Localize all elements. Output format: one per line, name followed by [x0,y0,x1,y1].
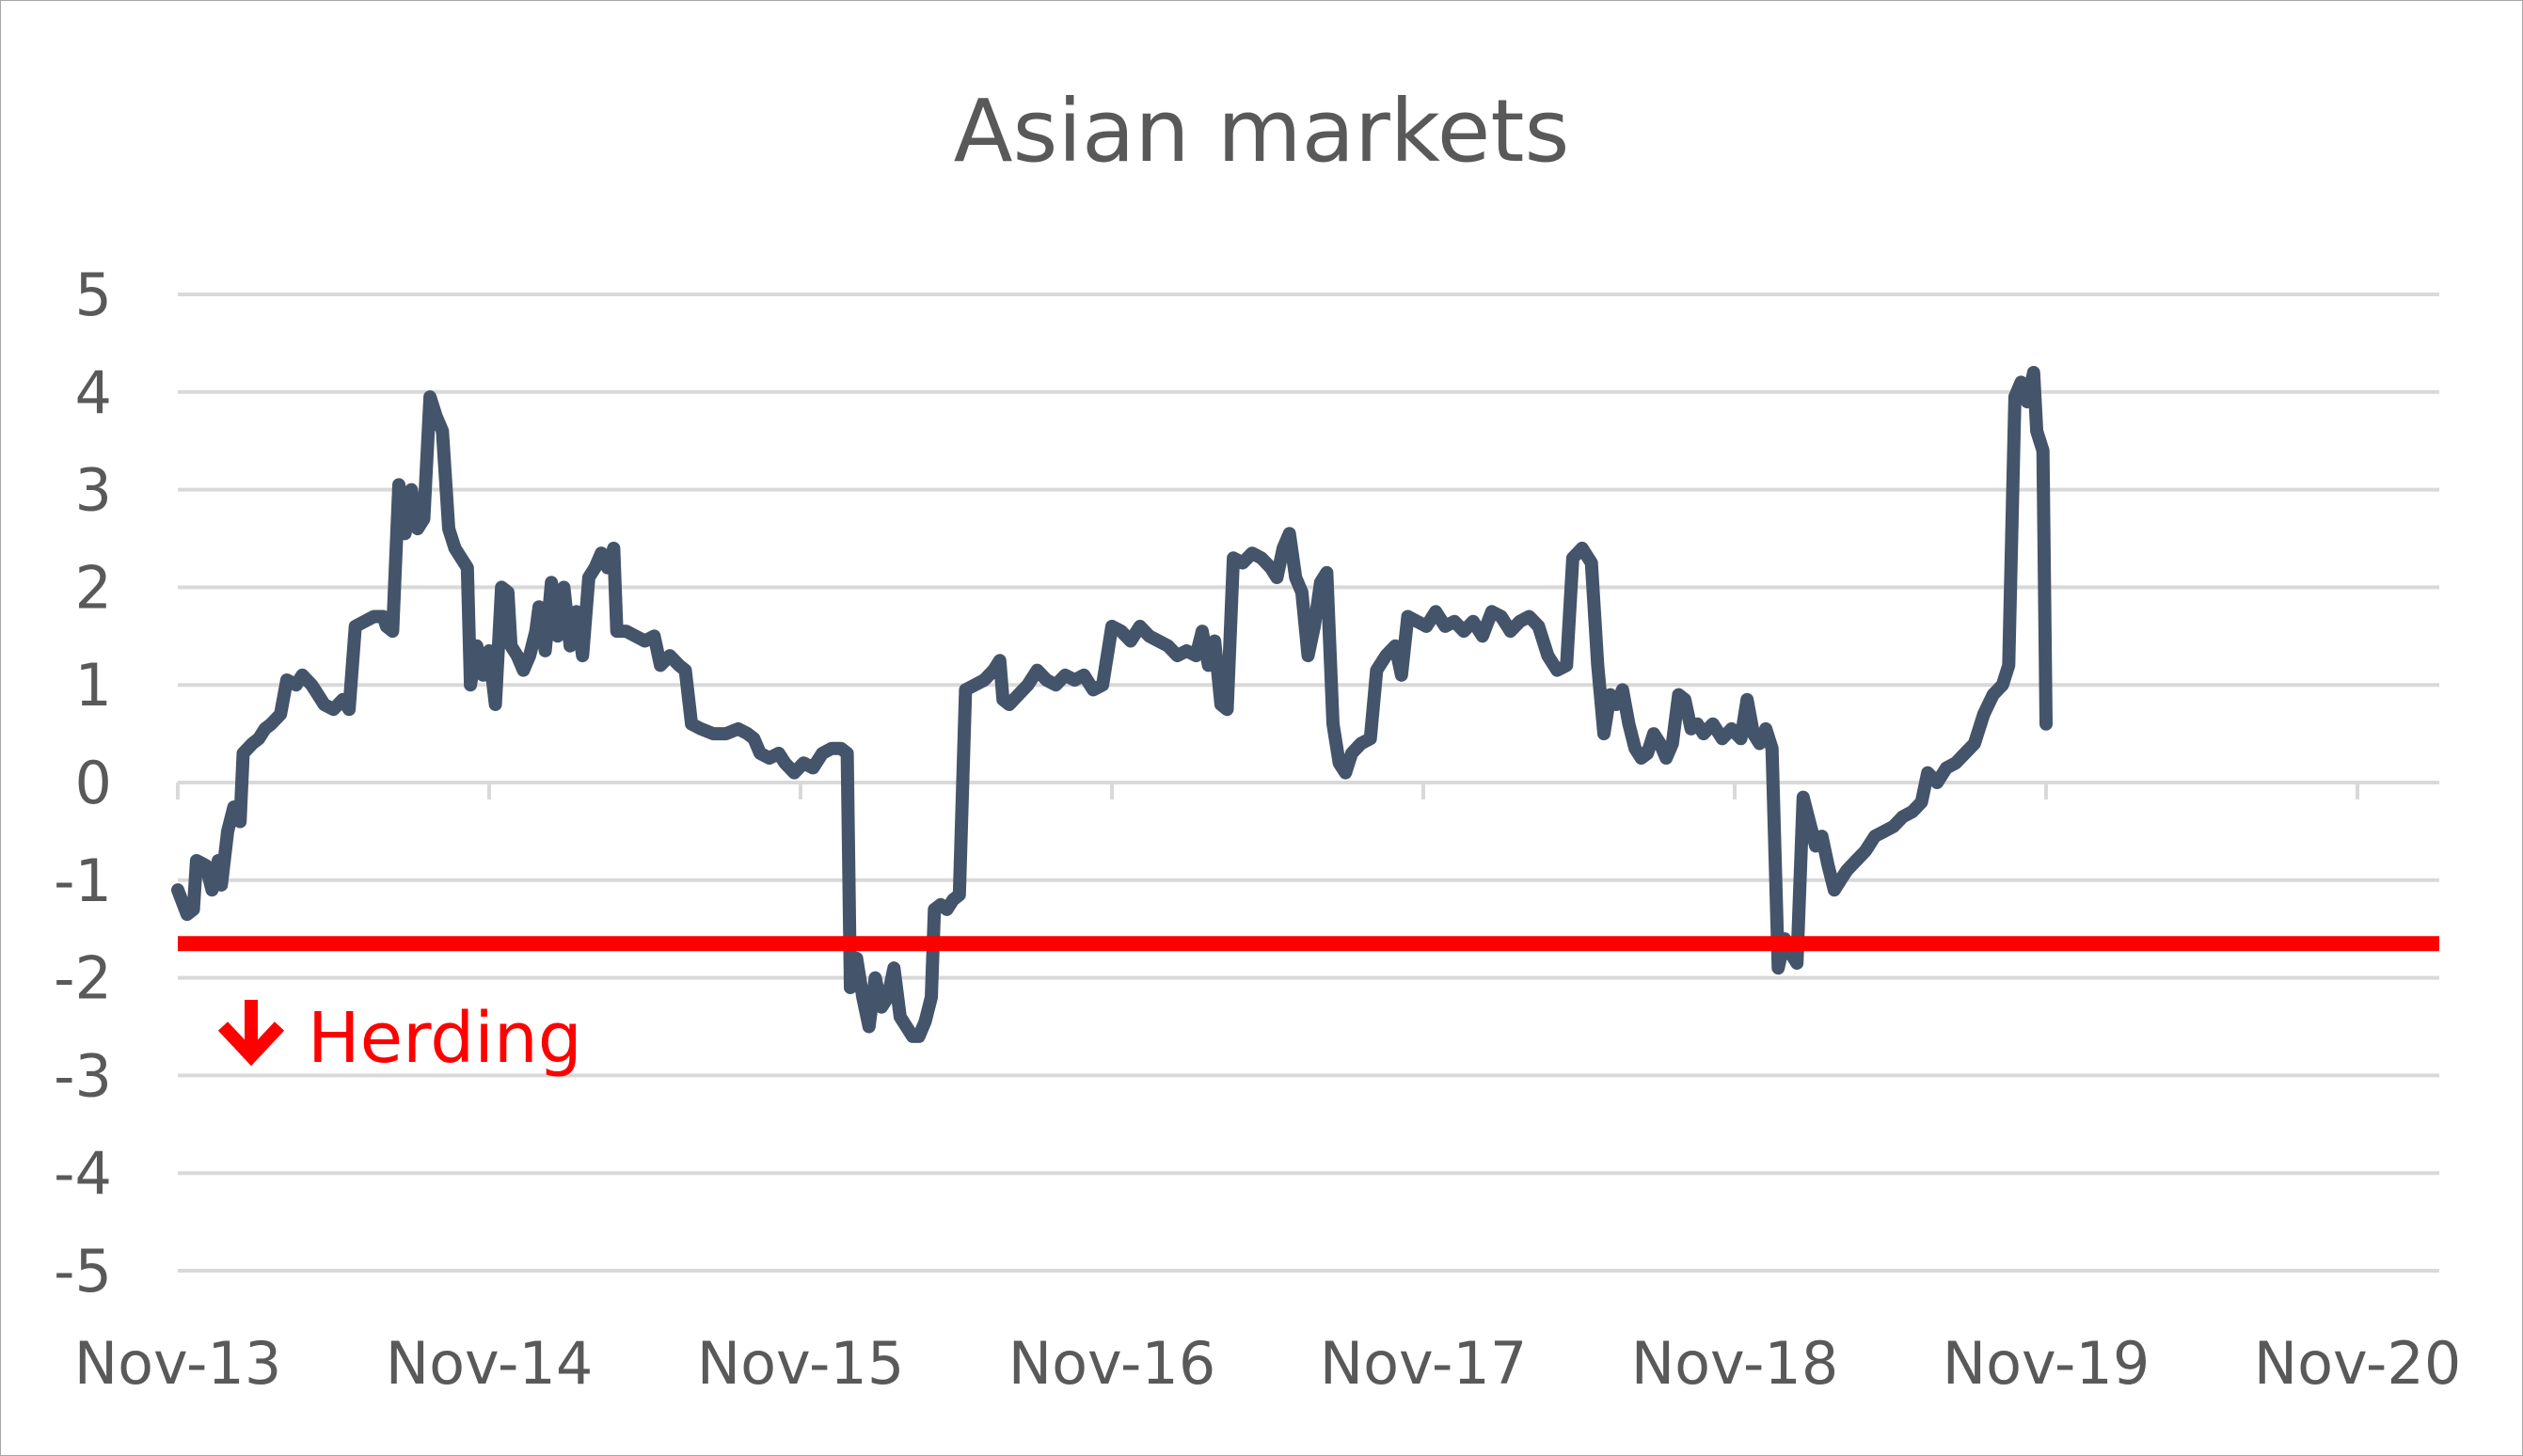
y-tick-label: 4 [75,358,112,427]
herding-label: Herding [308,998,582,1079]
x-tick-label: Nov-18 [1631,1329,1839,1398]
gridlines [176,293,2439,1273]
x-tick-label: Nov-20 [2254,1329,2462,1398]
x-tick-label: Nov-14 [386,1329,594,1398]
series-line [171,366,2053,1043]
down-arrow-icon [217,1000,285,1067]
y-tick-labels: 5 4 3 2 1 0 -1 -2 -3 -4 -5 [54,261,112,1306]
y-tick-label: -5 [54,1237,112,1306]
y-tick-label: -4 [54,1139,112,1208]
y-tick-label: 0 [75,749,112,817]
y-tick-label: 1 [75,651,112,720]
y-tick-label: 5 [75,261,112,329]
series-layer [171,366,2053,1043]
x-tick-label: Nov-15 [697,1329,905,1398]
x-tick-label: Nov-16 [1008,1329,1216,1398]
y-tick-label: -1 [54,847,112,915]
chart-title: Asian markets [954,81,1570,182]
threshold-layer: Herding [178,936,2439,1079]
y-tick-label: 3 [75,456,112,525]
x-tick-label: Nov-19 [1943,1329,2150,1398]
x-tick-label: Nov-13 [74,1329,282,1398]
x-tick-labels: Nov-13 Nov-14 Nov-15 Nov-16 Nov-17 Nov-18 Nov-… [74,1329,2462,1398]
x-tick-label: Nov-17 [1320,1329,1528,1398]
y-tick-label: 2 [75,553,112,622]
y-tick-label: -3 [54,1041,112,1110]
y-tick-label: -2 [54,944,112,1013]
